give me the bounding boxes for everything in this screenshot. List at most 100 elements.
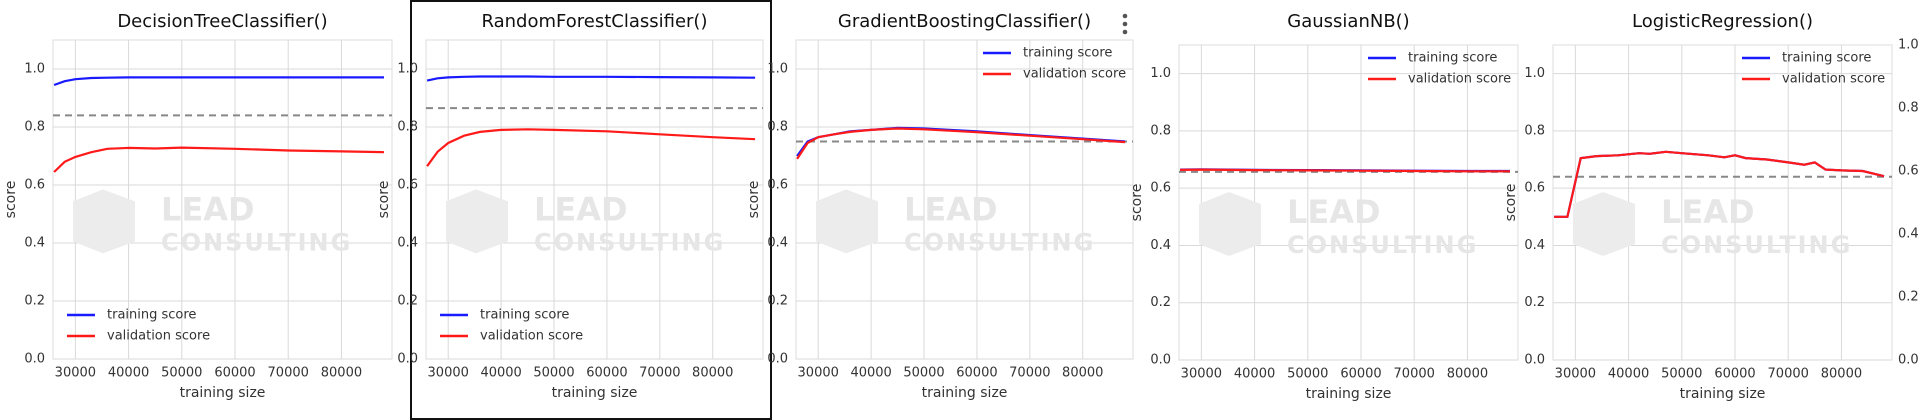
x-axis-label: training size bbox=[180, 385, 266, 401]
y-tick-label: 0.4 bbox=[1150, 238, 1171, 253]
watermark-text: CONSULTING bbox=[1661, 231, 1852, 259]
chart: 0.0 0.2 0.4 0.6 0.8 1.0 30000 40000 50000 60000 70… bbox=[1503, 11, 1893, 402]
y-tick-label: 0.4 bbox=[24, 236, 45, 251]
watermark-logo bbox=[816, 189, 878, 254]
watermark-text: CONSULTING bbox=[161, 228, 352, 256]
x-tick-label: 60000 bbox=[1714, 367, 1755, 382]
watermark-logo bbox=[73, 189, 135, 254]
x-tick-label: 70000 bbox=[1009, 366, 1050, 381]
legend-label: validation score bbox=[480, 329, 583, 344]
x-tick-label: 30000 bbox=[798, 366, 839, 381]
legend-label: validation score bbox=[1782, 72, 1885, 87]
x-tick-label: 80000 bbox=[1447, 367, 1488, 382]
x-axis-label: training size bbox=[552, 385, 638, 401]
y-tick-label: 1.0 bbox=[1524, 66, 1545, 81]
y-tick-label: 0.8 bbox=[767, 120, 788, 135]
chart-title: GradientBoostingClassifier() bbox=[838, 11, 1091, 32]
legend-label: training score bbox=[1782, 51, 1871, 66]
selection-frame[interactable] bbox=[410, 0, 772, 420]
series-line bbox=[796, 127, 1126, 160]
y-tick-label: 1.0 bbox=[24, 62, 45, 77]
y-tick-label: 1.0 bbox=[1898, 38, 1919, 53]
x-tick-label: 60000 bbox=[586, 366, 627, 381]
x-tick-label: 60000 bbox=[214, 366, 255, 381]
chart-title: GaussianNB() bbox=[1287, 11, 1409, 32]
y-tick-label: 0.8 bbox=[397, 120, 418, 135]
chart: 0.0 0.2 0.4 0.6 0.8 1.0 30000 40000 50000 60000 70… bbox=[746, 11, 1134, 401]
y-tick-label: 0.6 bbox=[767, 178, 788, 193]
y-tick-label: 0.6 bbox=[1524, 181, 1545, 196]
watermark-text: LEAD bbox=[1661, 193, 1755, 231]
series-line bbox=[426, 128, 756, 167]
watermark-text: LEAD bbox=[904, 190, 998, 228]
y-tick-label: 0.2 bbox=[24, 294, 45, 309]
x-tick-label: 70000 bbox=[1394, 367, 1435, 382]
y-tick-label: 0.2 bbox=[1898, 290, 1919, 305]
x-tick-label: 70000 bbox=[268, 366, 309, 381]
series-line bbox=[53, 76, 384, 87]
legend-label: training score bbox=[1408, 51, 1497, 66]
watermark-text: CONSULTING bbox=[534, 228, 725, 256]
series-line bbox=[426, 75, 756, 82]
legend-label: validation score bbox=[1023, 67, 1126, 82]
x-tick-label: 50000 bbox=[1661, 367, 1702, 382]
watermark-text: CONSULTING bbox=[1287, 231, 1478, 259]
y-tick-label: 0.6 bbox=[1150, 181, 1171, 196]
y-tick-label: 0.4 bbox=[1524, 238, 1545, 253]
chart-title: DecisionTreeClassifier() bbox=[117, 11, 327, 32]
watermark-text: LEAD bbox=[534, 190, 628, 228]
x-tick-label: 80000 bbox=[1821, 367, 1862, 382]
y-tick-label: 0.2 bbox=[397, 294, 418, 309]
y-axis-label: score bbox=[1129, 184, 1145, 222]
y-tick-label: 1.0 bbox=[767, 62, 788, 77]
legend-label: validation score bbox=[1408, 72, 1511, 87]
legend-label: training score bbox=[107, 308, 196, 323]
x-tick-label: 30000 bbox=[1555, 367, 1596, 382]
x-tick-label: 40000 bbox=[480, 366, 521, 381]
legend-label: validation score bbox=[107, 329, 210, 344]
y-tick-label: 0.0 bbox=[1524, 353, 1545, 368]
y-tick-label: 0.8 bbox=[1898, 101, 1919, 116]
y-tick-label: 0.8 bbox=[24, 120, 45, 135]
x-tick-label: 70000 bbox=[1768, 367, 1809, 382]
watermark-text: LEAD bbox=[161, 190, 255, 228]
watermark-text: LEAD bbox=[1287, 193, 1381, 231]
x-axis-label: training size bbox=[922, 385, 1008, 401]
watermark-logo bbox=[1199, 192, 1261, 256]
x-tick-label: 60000 bbox=[956, 366, 997, 381]
series-line bbox=[1554, 150, 1885, 218]
y-tick-label: 0.2 bbox=[1150, 295, 1171, 310]
menu-icon[interactable] bbox=[1122, 13, 1128, 35]
x-tick-label: 40000 bbox=[1608, 367, 1649, 382]
y-axis-label: score bbox=[1503, 184, 1519, 222]
y-axis-label: score bbox=[3, 181, 19, 219]
x-tick-label: 50000 bbox=[1287, 367, 1328, 382]
legend-label: training score bbox=[480, 308, 569, 323]
chart-title: RandomForestClassifier() bbox=[482, 11, 708, 32]
x-tick-label: 80000 bbox=[692, 366, 733, 381]
x-tick-label: 50000 bbox=[903, 366, 944, 381]
x-axis-label: training size bbox=[1680, 386, 1766, 402]
y-tick-label: 0.0 bbox=[767, 352, 788, 367]
y-tick-label: 0.0 bbox=[1898, 353, 1919, 368]
y-tick-label: 0.0 bbox=[1150, 353, 1171, 368]
watermark-logo bbox=[446, 189, 508, 254]
y-axis-label: score bbox=[746, 181, 762, 219]
x-tick-label: 60000 bbox=[1340, 367, 1381, 382]
y-tick-label: 0.4 bbox=[397, 236, 418, 251]
legend-label: training score bbox=[1023, 46, 1112, 61]
x-tick-label: 80000 bbox=[1062, 366, 1103, 381]
y-tick-label: 0.6 bbox=[24, 178, 45, 193]
y-tick-label: 0.2 bbox=[1524, 295, 1545, 310]
x-tick-label: 30000 bbox=[1181, 367, 1222, 382]
chart: 0.0 0.2 0.4 0.6 0.8 1.0 30000 40000 50000 60000 70… bbox=[3, 11, 393, 401]
series-line bbox=[53, 146, 385, 173]
y-tick-label: 1.0 bbox=[397, 62, 418, 77]
y-tick-label: 0.4 bbox=[1898, 227, 1919, 242]
y-tick-label: 0.0 bbox=[24, 352, 45, 367]
x-tick-label: 50000 bbox=[161, 366, 202, 381]
chart: 0.0 0.2 0.4 0.6 0.8 1.0 30000 40000 50000 60000 70… bbox=[1129, 11, 1519, 402]
y-tick-label: 0.0 bbox=[397, 352, 418, 367]
y-tick-label: 0.2 bbox=[767, 294, 788, 309]
x-tick-label: 40000 bbox=[108, 366, 149, 381]
